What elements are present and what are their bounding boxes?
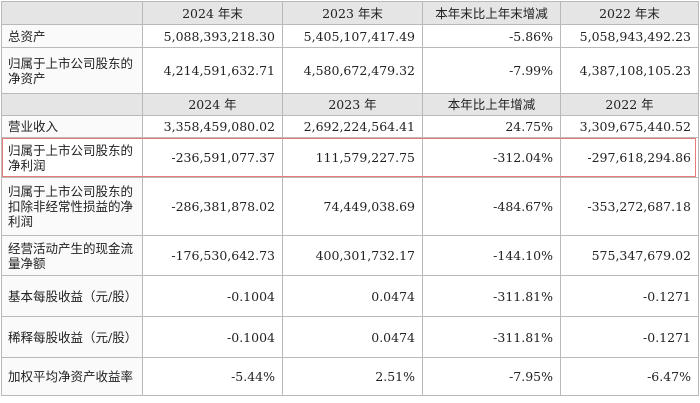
- value-2023: 400,301,732.17: [282, 235, 423, 276]
- value-change: 24.75%: [422, 115, 561, 138]
- table-row: 归属于上市公司股东的净资产 4,214,591,632.71 4,580,672…: [1, 47, 699, 94]
- value-2022: -353,272,687.18: [560, 177, 699, 236]
- value-change: -144.10%: [422, 235, 561, 276]
- table-row: 加权平均净资产收益率 -5.44% 2.51% -7.95% -6.47%: [1, 357, 699, 396]
- value-2022: -297,618,294.86: [560, 137, 699, 178]
- header-cell-blank: [1, 93, 143, 116]
- header-cell-2024: 2024 年: [142, 93, 283, 116]
- value-2022: 5,058,943,492.23: [560, 24, 699, 48]
- row-label: 总资产: [1, 24, 143, 48]
- header-cell-2022: 2022 年: [560, 93, 699, 116]
- row-label: 归属于上市公司股东的扣除非经常性损益的净利润: [1, 177, 143, 236]
- header-cell-blank: [1, 1, 143, 25]
- row-label: 基本每股收益（元/股）: [1, 275, 143, 317]
- value-2024: 4,214,591,632.71: [142, 47, 283, 94]
- value-2022: -0.1271: [560, 316, 699, 358]
- header-row-year-end: 2024 年末 2023 年末 本年末比上年末增减 2022 年末: [1, 1, 699, 25]
- value-change: -311.81%: [422, 275, 561, 317]
- value-2022: 3,309,675,440.52: [560, 115, 699, 138]
- value-2023: 5,405,107,417.49: [282, 24, 423, 48]
- value-2023: 111,579,227.75: [282, 137, 423, 178]
- header-cell-2024-end: 2024 年末: [142, 1, 283, 25]
- value-2024: -236,591,077.37: [142, 137, 283, 178]
- row-label: 营业收入: [1, 115, 143, 138]
- table-row: 经营活动产生的现金流量净额 -176,530,642.73 400,301,73…: [1, 235, 699, 276]
- value-change: -7.95%: [422, 357, 561, 396]
- row-label: 稀释每股收益（元/股）: [1, 316, 143, 358]
- value-change: -484.67%: [422, 177, 561, 236]
- value-change: -7.99%: [422, 47, 561, 94]
- value-change: -5.86%: [422, 24, 561, 48]
- header-row-year: 2024 年 2023 年 本年比上年增减 2022 年: [1, 93, 699, 116]
- value-2023: 4,580,672,479.32: [282, 47, 423, 94]
- header-cell-2022-end: 2022 年末: [560, 1, 699, 25]
- value-2024: -0.1004: [142, 316, 283, 358]
- value-change: -312.04%: [422, 137, 561, 178]
- header-cell-2023-end: 2023 年末: [282, 1, 423, 25]
- value-2024: -286,381,878.02: [142, 177, 283, 236]
- header-cell-change: 本年末比上年末增减: [422, 1, 561, 25]
- header-cell-2023: 2023 年: [282, 93, 423, 116]
- value-2024: -176,530,642.73: [142, 235, 283, 276]
- financial-indicators-table: 2024 年末 2023 年末 本年末比上年末增减 2022 年末 总资产 5,…: [1, 1, 699, 396]
- value-change: -311.81%: [422, 316, 561, 358]
- value-2023: 0.0474: [282, 316, 423, 358]
- header-cell-change: 本年比上年增减: [422, 93, 561, 116]
- row-label: 归属于上市公司股东的净利润: [1, 137, 143, 178]
- table-row-highlighted: 归属于上市公司股东的净利润 -236,591,077.37 111,579,22…: [1, 137, 699, 178]
- value-2024: 3,358,459,080.02: [142, 115, 283, 138]
- table-row: 归属于上市公司股东的扣除非经常性损益的净利润 -286,381,878.02 7…: [1, 177, 699, 236]
- value-2022: -6.47%: [560, 357, 699, 396]
- value-2022: -0.1271: [560, 275, 699, 317]
- value-2022: 575,347,679.02: [560, 235, 699, 276]
- value-2023: 0.0474: [282, 275, 423, 317]
- value-2022: 4,387,108,105.23: [560, 47, 699, 94]
- value-2023: 2.51%: [282, 357, 423, 396]
- table-row: 基本每股收益（元/股） -0.1004 0.0474 -311.81% -0.1…: [1, 275, 699, 317]
- table-row: 稀释每股收益（元/股） -0.1004 0.0474 -311.81% -0.1…: [1, 316, 699, 358]
- table-row: 总资产 5,088,393,218.30 5,405,107,417.49 -5…: [1, 24, 699, 48]
- row-label: 加权平均净资产收益率: [1, 357, 143, 396]
- row-label: 归属于上市公司股东的净资产: [1, 47, 143, 94]
- value-2024: -5.44%: [142, 357, 283, 396]
- value-2024: -0.1004: [142, 275, 283, 317]
- row-label: 经营活动产生的现金流量净额: [1, 235, 143, 276]
- value-2024: 5,088,393,218.30: [142, 24, 283, 48]
- table-row: 营业收入 3,358,459,080.02 2,692,224,564.41 2…: [1, 115, 699, 138]
- value-2023: 2,692,224,564.41: [282, 115, 423, 138]
- value-2023: 74,449,038.69: [282, 177, 423, 236]
